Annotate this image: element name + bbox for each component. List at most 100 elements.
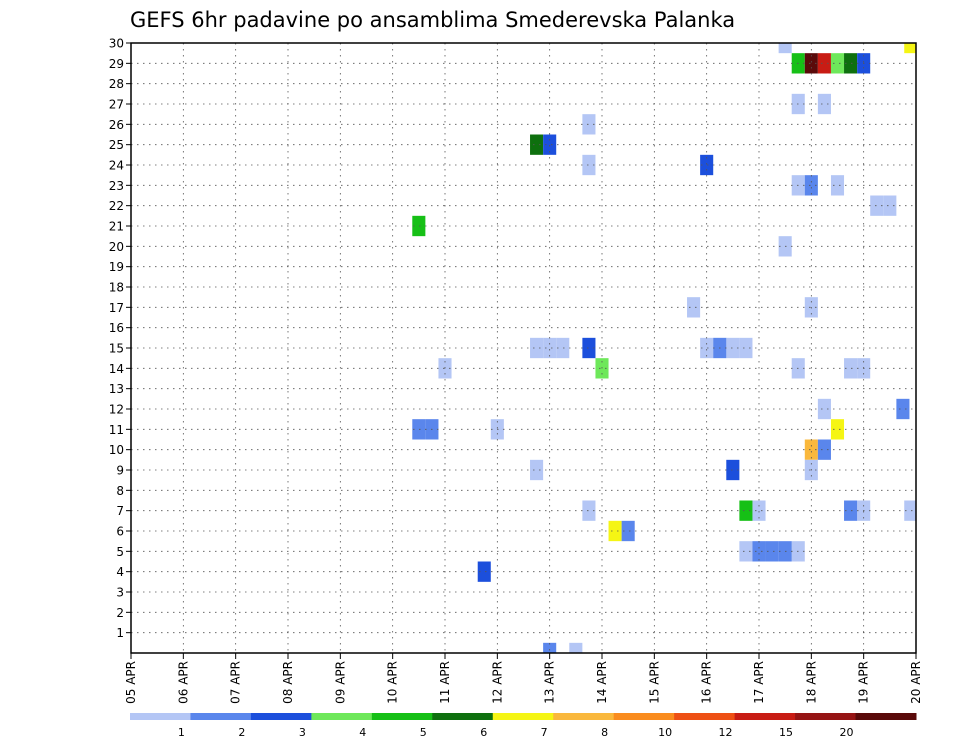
x-tick-label: 17 APR <box>752 661 766 704</box>
heatmap-cell <box>830 53 845 74</box>
x-tick-label: 10 APR <box>386 661 400 704</box>
heatmap-cell <box>844 358 858 379</box>
y-tick-label: 12 <box>109 403 124 417</box>
legend-swatch <box>734 713 796 720</box>
x-tick-label: 07 APR <box>229 661 243 704</box>
y-tick-label: 1 <box>116 626 124 640</box>
heatmap-cells <box>412 43 916 653</box>
legend-swatch <box>371 713 433 720</box>
x-tick-label: 12 APR <box>490 661 504 704</box>
legend-label: 1 <box>178 726 185 739</box>
heatmap-cell <box>687 297 701 318</box>
legend-swatch <box>795 713 857 720</box>
y-tick-label: 15 <box>109 342 124 356</box>
legend-label: 15 <box>779 726 793 739</box>
x-tick-label: 16 APR <box>700 661 714 704</box>
heatmap-cell <box>817 93 831 115</box>
legend-label: 12 <box>719 726 733 739</box>
heatmap-cell <box>778 43 792 54</box>
legend-swatch <box>855 713 917 720</box>
heatmap-cell <box>765 541 779 562</box>
y-tick-label: 27 <box>109 98 124 112</box>
y-tick-label: 5 <box>116 545 124 559</box>
heatmap-cell <box>530 459 544 481</box>
x-tick-label: 05 APR <box>124 661 138 704</box>
heatmap-cell <box>830 175 845 196</box>
y-tick-label: 16 <box>109 321 124 335</box>
grid-lines <box>131 43 916 653</box>
y-tick-label: 23 <box>109 179 124 193</box>
heatmap-cell <box>739 541 753 562</box>
y-tick-label: 9 <box>116 464 124 478</box>
y-tick-label: 29 <box>109 57 124 71</box>
heatmap-cell <box>543 337 557 359</box>
heatmap-cell <box>752 541 766 562</box>
x-tick-label: 11 APR <box>438 661 452 704</box>
heatmap-cell <box>844 500 858 521</box>
y-axis: 1234567891011121314151617181920212223242… <box>109 37 131 640</box>
chart-title: GEFS 6hr padavine po ansamblima Smederev… <box>130 8 735 32</box>
legend-label: 6 <box>480 726 487 739</box>
y-tick-label: 11 <box>109 423 124 437</box>
x-tick-label: 15 APR <box>647 661 661 704</box>
y-tick-label: 26 <box>109 118 124 132</box>
heatmap-cell <box>726 337 740 359</box>
x-tick-label: 09 APR <box>333 661 347 704</box>
legend-label: 5 <box>420 726 427 739</box>
heatmap-cell <box>817 439 831 460</box>
heatmap-cell <box>883 195 897 216</box>
x-tick-label: 13 APR <box>543 661 557 704</box>
legend-swatch <box>674 713 736 720</box>
heatmap-cell <box>608 520 622 542</box>
heatmap-cell <box>530 134 544 155</box>
y-tick-label: 8 <box>116 484 124 498</box>
heatmap-cell <box>412 215 426 237</box>
heatmap-cell <box>582 500 596 521</box>
y-tick-label: 30 <box>109 37 124 51</box>
y-tick-label: 2 <box>116 606 124 620</box>
heatmap-cell <box>543 134 557 155</box>
y-tick-label: 4 <box>116 565 124 579</box>
color-legend: 1 2 3 4 5 6 7 8 10 12 15 20 <box>130 713 917 739</box>
heatmap-cell <box>700 337 714 359</box>
heatmap-cell <box>726 459 740 481</box>
heatmap-cell <box>569 642 583 653</box>
heatmap-cell <box>582 114 596 135</box>
heatmap-cell <box>904 43 916 54</box>
heatmap-cell <box>739 500 753 521</box>
heatmap-cell <box>582 337 596 359</box>
heatmap-cell <box>543 642 557 653</box>
heatmap-cell <box>817 53 831 74</box>
y-tick-label: 14 <box>109 362 124 376</box>
legend-label: 3 <box>299 726 306 739</box>
legend-label: 2 <box>238 726 245 739</box>
heatmap-cell <box>870 195 884 216</box>
x-tick-label: 20 APR <box>909 661 923 704</box>
legend-swatch <box>311 713 373 720</box>
legend-label: 7 <box>541 726 548 739</box>
legend-label: 20 <box>839 726 853 739</box>
heatmap-cell <box>739 337 753 359</box>
legend-swatch <box>250 713 312 720</box>
heatmap-cell <box>752 500 766 521</box>
legend-swatch <box>190 713 252 720</box>
legend-swatch <box>432 713 494 720</box>
x-axis: 05 APR 06 APR 07 APR 08 APR 09 APR 10 APR 11 A… <box>124 653 923 704</box>
heatmap-cell <box>817 398 831 420</box>
y-tick-label: 18 <box>109 281 124 295</box>
heatmap-cell <box>700 154 714 176</box>
heatmap-cell <box>896 398 910 420</box>
legend-swatch <box>553 713 615 720</box>
y-tick-label: 3 <box>116 586 124 600</box>
y-tick-label: 7 <box>116 504 124 518</box>
y-tick-label: 6 <box>116 525 124 539</box>
y-tick-label: 24 <box>109 159 124 173</box>
legend-swatch <box>492 713 554 720</box>
legend-swatch <box>130 713 191 720</box>
y-tick-label: 28 <box>109 77 124 91</box>
heatmap-cell <box>804 53 818 74</box>
y-tick-label: 20 <box>109 240 124 254</box>
x-tick-label: 19 APR <box>857 661 871 704</box>
x-tick-label: 06 APR <box>176 661 190 704</box>
y-tick-label: 25 <box>109 138 124 152</box>
